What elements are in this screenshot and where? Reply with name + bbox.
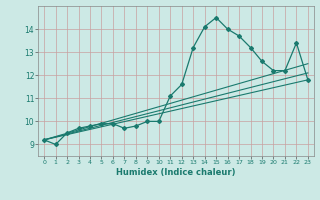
X-axis label: Humidex (Indice chaleur): Humidex (Indice chaleur) xyxy=(116,168,236,177)
